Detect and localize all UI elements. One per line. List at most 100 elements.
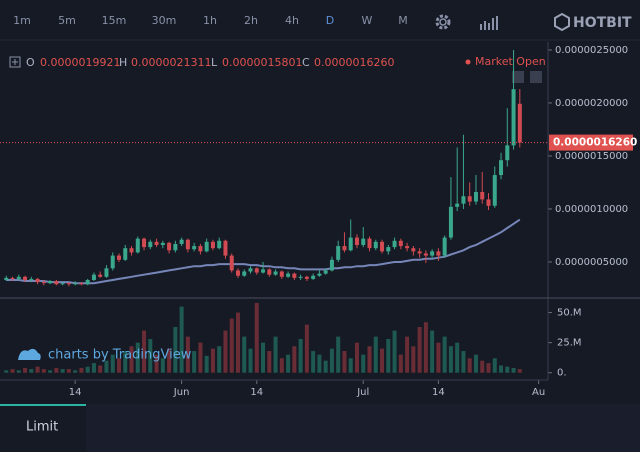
y-tick-label: 0.0000005000 xyxy=(555,257,628,268)
candle-body xyxy=(279,271,284,277)
volume-bar xyxy=(217,346,222,373)
volume-bar xyxy=(455,342,460,373)
volume-bar xyxy=(48,370,53,373)
volume-bar xyxy=(311,351,316,373)
volume-bar xyxy=(154,354,159,373)
y-tick-label: 0.0000020000 xyxy=(555,98,628,109)
volume-bar xyxy=(505,366,510,373)
volume-bar xyxy=(323,360,328,373)
interval-button[interactable]: 1m xyxy=(13,14,31,27)
legend-toggle[interactable] xyxy=(9,56,21,68)
candle-body xyxy=(342,246,347,251)
volume-bar xyxy=(292,346,297,373)
candle-body xyxy=(323,270,328,274)
volume-bar xyxy=(16,370,21,373)
candle-body xyxy=(73,283,78,285)
legend-c: 0.0000016260 xyxy=(314,56,394,69)
candle-body xyxy=(116,255,121,260)
y-tick-label: 0.0000025000 xyxy=(555,45,628,56)
limit-tab[interactable] xyxy=(0,404,86,452)
scroll-down-button[interactable] xyxy=(512,71,524,83)
candle-body xyxy=(292,273,297,278)
interval-button[interactable]: 2h xyxy=(244,14,258,27)
volume-bar xyxy=(517,369,522,373)
candle-body xyxy=(505,145,510,161)
candle-body xyxy=(423,253,428,256)
candle-body xyxy=(35,278,40,283)
last-price-box xyxy=(549,134,633,151)
candle-body xyxy=(405,246,410,249)
candle-body xyxy=(367,238,372,249)
candle-body xyxy=(198,246,203,252)
x-tick-label: 14 xyxy=(250,387,263,398)
interval-button[interactable]: 30m xyxy=(152,14,177,27)
candle-body xyxy=(16,276,21,279)
candle-body xyxy=(417,251,422,254)
candle-body xyxy=(154,241,159,245)
volume-bar xyxy=(185,336,190,373)
volume-bar xyxy=(198,342,203,373)
interval-button[interactable]: 15m xyxy=(102,14,127,27)
volume-bar xyxy=(129,346,134,373)
volume-bar xyxy=(160,358,165,373)
candle-body xyxy=(91,274,96,280)
candle-body xyxy=(430,251,435,256)
volume-bar xyxy=(29,369,34,373)
candle-body xyxy=(217,240,222,249)
volume-bar xyxy=(492,358,497,373)
candle-body xyxy=(85,279,90,285)
interval-button[interactable]: D xyxy=(326,14,334,27)
interval-button[interactable]: 1h xyxy=(203,14,217,27)
x-tick-label: Jun xyxy=(173,387,190,398)
interval-button[interactable]: M xyxy=(398,14,408,27)
settings-icon[interactable] xyxy=(435,14,451,30)
candle-body xyxy=(223,240,228,256)
candle-body xyxy=(135,238,140,253)
candle-body xyxy=(442,237,447,256)
candle-body xyxy=(461,196,466,204)
candle-body xyxy=(98,274,103,277)
volume-bar xyxy=(98,365,103,373)
x-tick-label: Au xyxy=(532,387,545,398)
indicators-icon[interactable] xyxy=(480,16,498,30)
interval-button[interactable]: 5m xyxy=(58,14,76,27)
candle-body xyxy=(499,160,504,176)
volume-bar xyxy=(273,336,278,373)
volume-bar xyxy=(110,354,115,373)
x-tick-label: 14 xyxy=(432,387,445,398)
volume-bar xyxy=(317,354,322,373)
volume-tick-label: 0. xyxy=(557,368,567,379)
plot: 0.0000005000 0.0000010000 0.0000015000 0.00… xyxy=(0,45,637,398)
volume-bar xyxy=(298,339,303,373)
candle-body xyxy=(348,237,353,251)
volume-bar xyxy=(135,342,140,373)
interval-button[interactable]: W xyxy=(362,14,373,27)
candle-body xyxy=(41,282,46,284)
volume-bar xyxy=(104,360,109,373)
logo: HOTBIT xyxy=(554,12,632,32)
candle-body xyxy=(361,238,366,245)
volume-bar xyxy=(35,366,40,373)
volume-bar xyxy=(467,358,472,373)
volume-bar xyxy=(448,346,453,373)
candle-body xyxy=(242,271,247,276)
volume-bar xyxy=(235,312,240,373)
volume-bar xyxy=(210,348,215,373)
candle-body xyxy=(60,283,65,285)
volume-tick-label: 50.M xyxy=(557,308,582,319)
candle-body xyxy=(10,277,15,279)
volume-bar xyxy=(173,327,178,373)
tradingview-logo: charts by TradingView xyxy=(18,348,192,363)
candle-body xyxy=(79,283,84,285)
volume-bar xyxy=(354,342,359,373)
candle-body xyxy=(148,241,153,248)
interval-button[interactable]: 4h xyxy=(285,14,299,27)
candle-body xyxy=(48,281,53,284)
scroll-button[interactable] xyxy=(530,71,542,83)
candle-body xyxy=(304,276,309,279)
x-tick-label: 14 xyxy=(69,387,82,398)
volume-bar xyxy=(511,367,516,373)
candle-body xyxy=(142,238,147,248)
candle-body xyxy=(273,271,278,275)
volume-bar xyxy=(392,330,397,373)
